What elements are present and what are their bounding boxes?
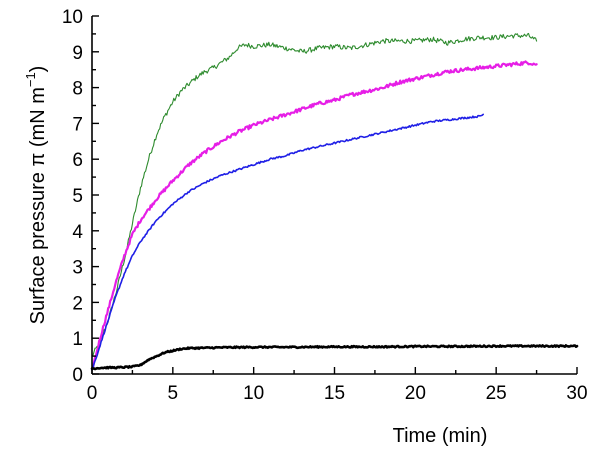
x-tick-label: 15 [324,383,345,404]
y-axis-title-superscript: −1 [23,72,38,87]
y-axis-title: Surface pressure π (mN m−1) [23,66,49,325]
y-tick-label: 0 [72,365,83,386]
series-line-blue [91,113,485,371]
x-axis-title: Time (min) [393,425,488,447]
y-axis-title-close: ) [27,66,49,73]
series-line-magenta [90,60,538,370]
x-tick-label: 0 [87,383,98,404]
y-tick-label: 4 [72,222,83,243]
y-tick-label: 2 [72,293,83,314]
axes-frame [91,16,577,375]
series-line-green [91,32,538,356]
y-axis-title-unit: (mN m [27,87,49,153]
y-ticks: 0 1 2 3 4 5 6 7 8 9 10 [62,7,99,386]
series-line-black [90,344,579,371]
x-tick-label: 20 [405,383,426,404]
y-tick-label: 5 [72,186,83,207]
y-tick-label: 6 [72,150,83,171]
y-tick-label: 10 [62,7,83,28]
y-axis-title-symbol: π [27,153,49,167]
x-tick-label: 10 [243,383,264,404]
x-ticks: 0 5 10 15 20 25 30 [87,367,588,404]
x-tick-label: 5 [168,383,179,404]
y-tick-label: 8 [72,79,83,100]
y-axis-title-prefix: Surface pressure [27,167,49,325]
y-tick-label: 3 [72,258,83,279]
y-tick-label: 7 [72,114,83,135]
x-tick-label: 25 [486,383,507,404]
x-tick-label: 30 [566,383,587,404]
plot-series-layer [90,32,579,371]
y-tick-label: 1 [72,329,83,350]
y-tick-label: 9 [72,43,83,64]
